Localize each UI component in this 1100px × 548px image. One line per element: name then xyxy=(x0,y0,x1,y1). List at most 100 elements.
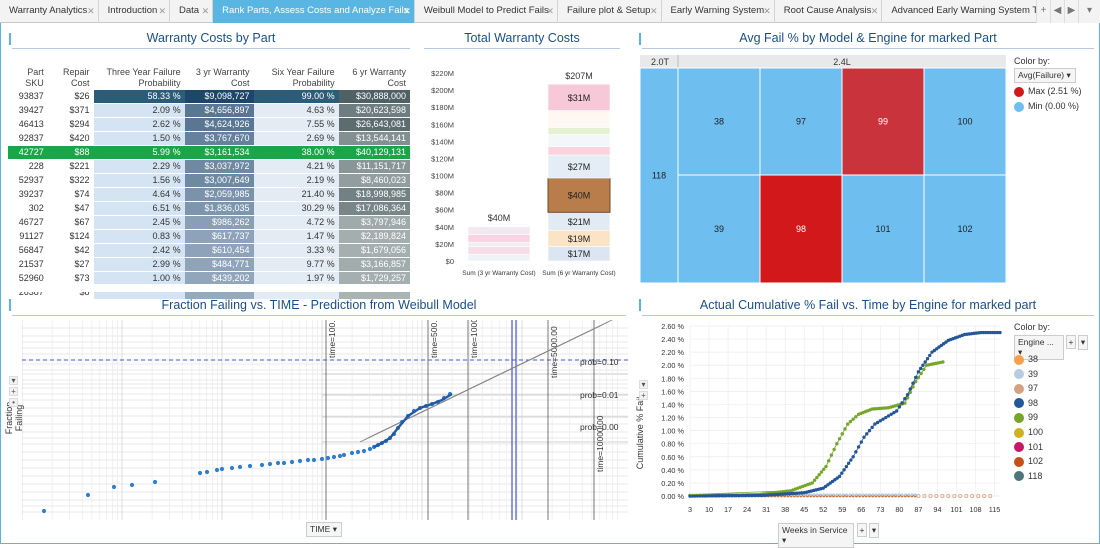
heatmap-chart[interactable]: 2.0T 2.4L 118 38 97 99 100 39 98 101 102 xyxy=(640,55,1006,283)
cumulative-x-menu-button[interactable]: ▾ xyxy=(869,523,879,538)
close-icon[interactable]: ✕ xyxy=(870,6,879,16)
cumulative-chart[interactable]: 0.00 % 0.20 % 0.40 % 0.60 % 0.80 % 1.00 % 1.20… xyxy=(650,318,1006,520)
data-point[interactable] xyxy=(325,455,331,461)
data-point[interactable] xyxy=(85,492,91,498)
bar-segment[interactable] xyxy=(547,177,611,213)
data-point[interactable] xyxy=(204,469,210,475)
data-point[interactable] xyxy=(214,467,220,473)
bar-segment[interactable] xyxy=(547,110,611,128)
bar-segment[interactable] xyxy=(467,234,531,243)
data-point[interactable] xyxy=(237,464,243,470)
column-header[interactable]: Three Year Failure Probability xyxy=(106,67,181,88)
close-icon[interactable]: ✕ xyxy=(649,6,658,16)
close-icon[interactable]: ✕ xyxy=(546,6,554,16)
cumulative-y-add-button[interactable]: + xyxy=(639,391,648,400)
data-point[interactable] xyxy=(361,448,367,454)
table-row[interactable]: 39427 $371 2.09 % $4,656,897 4.63 % $20,623,5… xyxy=(8,103,410,118)
data-point[interactable] xyxy=(311,457,317,463)
data-point[interactable] xyxy=(197,470,203,476)
legend-item[interactable]: 98 xyxy=(1014,396,1043,411)
table-row[interactable]: 56847 $42 2.42 % $610,454 3.33 % $1,679,056 xyxy=(8,243,410,258)
bar-segment[interactable] xyxy=(467,253,531,262)
column-header[interactable]: Six Year Failure Probability xyxy=(271,67,335,88)
tab-data[interactable]: Data ✕ xyxy=(170,0,214,23)
tab-failure-plot-setup[interactable]: Failure plot & Setup ✕ xyxy=(558,0,662,23)
data-point[interactable] xyxy=(367,446,373,452)
table-row[interactable]: 39237 $74 4.64 % $2,059,985 21.40 % $18,998,9… xyxy=(8,187,410,202)
data-point[interactable] xyxy=(267,461,273,467)
heatmap-cell[interactable] xyxy=(841,67,925,176)
legend-item[interactable]: 97 xyxy=(1014,381,1043,396)
table-row[interactable]: 93837 $26 58.33 % $9,098,727 99.00 % $30,888,… xyxy=(8,90,410,104)
data-point[interactable] xyxy=(259,462,265,468)
close-icon[interactable]: ✕ xyxy=(158,6,166,16)
data-point[interactable] xyxy=(297,458,303,464)
close-icon[interactable]: ✕ xyxy=(201,6,210,16)
heatmap-cell[interactable] xyxy=(677,174,761,283)
heatmap-cell[interactable] xyxy=(759,174,843,283)
data-point[interactable] xyxy=(275,460,281,466)
table-row[interactable]: 46413 $294 2.62 % $4,624,926 7.55 % $26,643,0… xyxy=(8,117,410,132)
bar-segment[interactable] xyxy=(547,134,611,147)
tab-list-button[interactable]: ▾ xyxy=(1078,0,1100,23)
column-header[interactable]: Part SKU xyxy=(25,67,44,88)
close-icon[interactable]: ✕ xyxy=(763,6,771,16)
legend-item[interactable]: 118 xyxy=(1014,469,1043,484)
data-point[interactable] xyxy=(111,484,117,490)
column-header[interactable]: 3 yr Warranty Cost xyxy=(195,67,250,88)
tab-warranty-analytics[interactable]: Warranty Analytics ✕ xyxy=(0,0,99,23)
cumulative-colorby-add-button[interactable]: + xyxy=(1066,335,1076,349)
heatmap-colorby-dropdown[interactable]: Avg(Failure) ▾ xyxy=(1014,68,1076,83)
heatmap-cell[interactable] xyxy=(759,67,843,176)
heatmap-cell[interactable] xyxy=(923,174,1006,283)
tab-scroll-right-button[interactable]: ▶ xyxy=(1064,0,1078,23)
data-point[interactable] xyxy=(41,508,47,514)
weibull-y-dropdown[interactable]: ▾ xyxy=(9,376,18,385)
column-header[interactable]: Repair Cost xyxy=(62,67,90,88)
tab-root-cause-analysis[interactable]: Root Cause Analysis ✕ xyxy=(775,0,883,23)
data-point[interactable] xyxy=(337,453,343,459)
data-point[interactable] xyxy=(289,459,295,465)
bar-segment[interactable] xyxy=(467,226,531,235)
bar-segment[interactable] xyxy=(467,241,531,247)
legend-item[interactable]: 99 xyxy=(1014,410,1043,425)
weibull-y-add-button[interactable]: + xyxy=(9,387,18,396)
heatmap-cell[interactable] xyxy=(677,67,761,176)
legend-item[interactable]: 100 xyxy=(1014,425,1043,440)
bar-segment[interactable] xyxy=(547,146,611,156)
table-row[interactable]: 46727 $67 2.45 % $986,262 4.72 % $3,797,946 xyxy=(8,215,410,230)
cumulative-y-dropdown[interactable]: ▾ xyxy=(639,380,648,389)
legend-item[interactable]: 101 xyxy=(1014,440,1043,455)
data-point[interactable] xyxy=(219,466,225,472)
table-row[interactable]: 91127 $124 0.83 % $617,737 1.47 % $2,189,824 xyxy=(8,229,410,244)
tab-early-warning-system[interactable]: Early Warning System ✕ xyxy=(662,0,775,23)
column-header[interactable]: 6 yr Warranty Cost xyxy=(352,67,406,88)
data-point[interactable] xyxy=(247,463,253,469)
cumulative-x-add-button[interactable]: + xyxy=(857,523,867,537)
table-row[interactable]: 92837 $420 1.50 % $3,767,670 2.69 % $13,544,1… xyxy=(8,131,410,146)
add-tab-button[interactable]: + xyxy=(1036,0,1050,23)
weibull-chart[interactable]: time=100.00 time=500.00 time=1000.00 time=5… xyxy=(22,320,628,520)
data-point[interactable] xyxy=(341,452,347,458)
data-point[interactable] xyxy=(129,482,135,488)
warranty-costs-table[interactable]: Part SKU Repair Cost Three Year Failure Pr… xyxy=(8,52,410,300)
table-row[interactable]: 21537 $27 2.99 % $484,771 9.77 % $3,166,857 xyxy=(8,257,410,272)
tab-introduction[interactable]: Introduction ✕ xyxy=(99,0,170,23)
tab-rank-parts-assess-costs-and-analyze-fails[interactable]: Rank Parts, Assess Costs and Analyze Fai… xyxy=(213,0,415,23)
bar-segment[interactable] xyxy=(547,127,611,135)
legend-item[interactable]: 39 xyxy=(1014,367,1043,382)
table-row[interactable]: 302 $47 6.51 % $1,836,035 30.29 % $17,086,364 xyxy=(8,201,410,216)
data-point[interactable] xyxy=(319,456,325,462)
bar-segment[interactable] xyxy=(547,83,611,111)
legend-item[interactable]: 38 xyxy=(1014,352,1043,367)
data-point[interactable] xyxy=(349,450,355,456)
heatmap-cell[interactable] xyxy=(640,67,679,283)
data-point[interactable] xyxy=(331,454,337,460)
legend-item[interactable]: Min (0.00 %) xyxy=(1014,99,1082,114)
legend-item[interactable]: 102 xyxy=(1014,454,1043,469)
data-point[interactable] xyxy=(229,465,235,471)
legend-item[interactable]: Max (2.51 %) xyxy=(1014,84,1082,99)
close-icon[interactable]: ✕ xyxy=(87,6,95,16)
tab-scroll-left-button[interactable]: ◀ xyxy=(1050,0,1064,23)
data-point[interactable] xyxy=(305,457,311,463)
